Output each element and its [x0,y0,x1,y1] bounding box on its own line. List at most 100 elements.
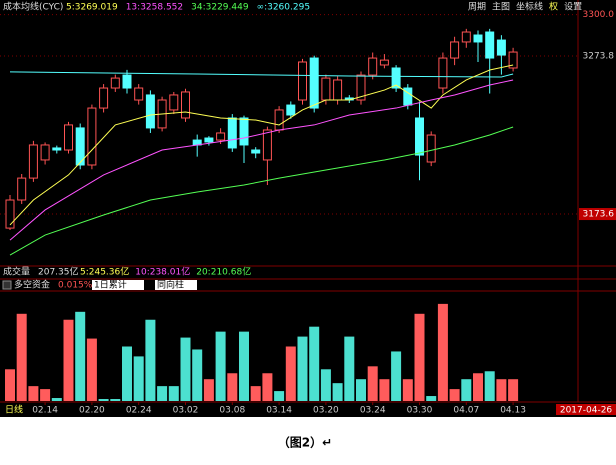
flow-bar [86,338,97,401]
candle-body [216,132,226,141]
flow-bar [274,391,285,401]
candle-body [368,57,378,76]
x-tick-label: 04.07 [453,406,479,416]
flow-bar [122,346,132,401]
x-tick-label: 03.02 [173,406,199,416]
flow-bar [309,326,320,401]
flow-bar [367,366,378,401]
candle-body [508,51,518,69]
flow-bar [426,396,437,401]
flow-bar [484,371,495,401]
dropdown[interactable] [155,280,197,290]
candle-body [28,144,38,179]
x-tick-label: 02.20 [79,406,105,416]
dropdown-text: 同向柱 [157,279,184,291]
flow-bar [75,311,86,401]
flow-bar [356,379,366,401]
flow-bar [461,379,472,401]
flow-bar [110,399,121,401]
ma-line [9,71,514,78]
flow-bar [332,383,343,401]
candle-body [17,177,27,201]
flow-bar [215,331,226,401]
x-tick-label: 03.24 [360,406,386,416]
flow-bar [63,319,74,401]
flow-bar [437,303,448,401]
toggle[interactable] [2,280,12,290]
volume-ma: 10:238.01亿 [135,266,190,278]
menu-item[interactable]: 坐标线 [516,1,543,13]
period-label: 日线 [5,404,23,416]
flow-bar [344,336,355,401]
dropdown[interactable] [92,280,144,290]
candle-body [110,77,120,89]
menu-item[interactable]: 设置 [564,2,582,13]
candle-body [251,149,261,154]
x-tick-label: 03.20 [313,406,339,416]
flow-bar [203,379,214,401]
volume-ma: 20:210.68亿 [196,266,251,278]
candle-body [227,117,237,149]
flow-bar [227,373,238,401]
candle-body [274,109,284,131]
candle-body [52,147,62,151]
ma-label: 13:3258.552 [126,3,183,13]
menu-item[interactable]: 周期 [468,2,486,13]
flow-bar [180,337,191,401]
flow-bar [40,389,51,401]
volume-label: 成交量 [3,266,30,278]
candle-body [204,137,214,143]
candle-body [391,67,401,89]
ma-line [9,126,514,256]
candle-body [473,34,483,43]
candle-body [64,124,73,151]
x-tick-label: 03.30 [407,406,433,416]
flow-bar [98,399,109,401]
x-tick-label: 04.13 [500,406,526,416]
candle-body [356,74,366,101]
ma-label: 5:3269.019 [66,3,118,13]
ma-label: 34:3229.449 [191,3,249,13]
cursor-date: 2017-04-26 [560,406,613,416]
candle-body [426,134,436,163]
flow-bar [5,369,15,401]
flow-bar [51,398,62,401]
flow-bar [16,313,27,401]
volume-ma: 5:245.36亿 [80,266,129,278]
candle-body [169,94,179,111]
x-tick-label: 03.08 [219,406,245,416]
flow-bar [145,319,156,401]
menu-item[interactable]: 主图 [492,1,510,13]
candle-body [262,129,272,161]
candle-body [286,104,296,116]
volume-total: 207.35亿 [38,266,79,278]
candle-body [450,41,460,59]
flow-bar [391,351,402,401]
menu-item[interactable]: 权 [549,1,558,13]
ma-line [9,64,514,226]
candle-body [99,87,109,109]
candle-body [496,39,506,56]
ma-line [9,79,514,241]
indicator-name: 成本均线(CYC) [3,1,63,13]
candle-body [309,57,319,109]
candle-body [75,127,85,166]
flow-bar [297,336,308,401]
flow-bar [402,379,413,401]
x-tick-label: 03.14 [266,406,292,416]
candle-body [40,144,50,161]
dropdown-text: 1日累计 [94,279,127,291]
flow-bar [496,379,507,401]
candle-body [321,77,331,101]
flow-bar [157,386,168,401]
y-tick-label: 3273.8 [583,51,615,61]
flow-bar [133,356,144,401]
candle-body [415,117,424,156]
x-tick-label: 02.14 [32,406,58,416]
candle-body [485,31,495,59]
flow-bar [508,379,519,401]
ma-label: ∞:3260.295 [257,3,310,13]
flow-bar [449,389,460,401]
tick-box [579,208,616,221]
